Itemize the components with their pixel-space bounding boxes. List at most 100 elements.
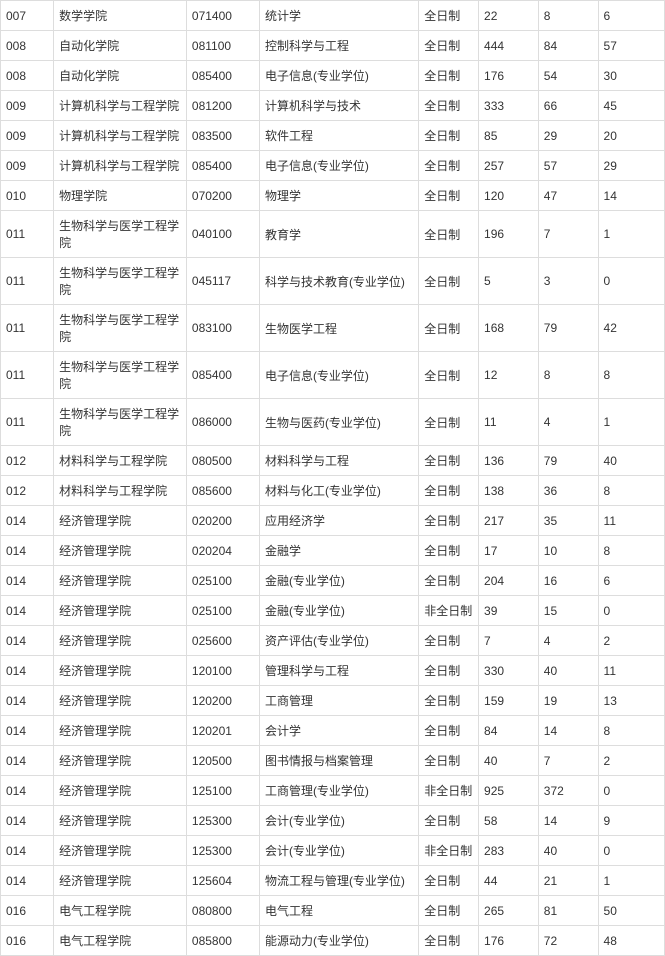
cell-n2: 14 bbox=[538, 716, 598, 746]
table-row: 008自动化学院085400电子信息(专业学位)全日制1765430 bbox=[1, 61, 665, 91]
cell-code: 014 bbox=[1, 626, 54, 656]
cell-n3: 8 bbox=[598, 352, 664, 399]
cell-major: 金融(专业学位) bbox=[259, 596, 418, 626]
cell-school: 经济管理学院 bbox=[54, 866, 187, 896]
cell-n3: 29 bbox=[598, 151, 664, 181]
cell-n2: 3 bbox=[538, 258, 598, 305]
table-row: 014经济管理学院020204金融学全日制17108 bbox=[1, 536, 665, 566]
cell-code: 014 bbox=[1, 566, 54, 596]
cell-n3: 30 bbox=[598, 61, 664, 91]
cell-n1: 12 bbox=[479, 352, 539, 399]
cell-code: 014 bbox=[1, 506, 54, 536]
cell-major: 应用经济学 bbox=[259, 506, 418, 536]
cell-n2: 79 bbox=[538, 446, 598, 476]
cell-n2: 57 bbox=[538, 151, 598, 181]
cell-n1: 85 bbox=[479, 121, 539, 151]
cell-mode: 非全日制 bbox=[419, 776, 479, 806]
cell-n2: 66 bbox=[538, 91, 598, 121]
cell-mode: 全日制 bbox=[419, 211, 479, 258]
cell-major: 物理学 bbox=[259, 181, 418, 211]
cell-mode: 全日制 bbox=[419, 31, 479, 61]
cell-n3: 1 bbox=[598, 211, 664, 258]
cell-school: 自动化学院 bbox=[54, 31, 187, 61]
cell-major: 会计(专业学位) bbox=[259, 806, 418, 836]
cell-mode: 全日制 bbox=[419, 446, 479, 476]
cell-n3: 8 bbox=[598, 536, 664, 566]
table-row: 014经济管理学院025100金融(专业学位)全日制204166 bbox=[1, 566, 665, 596]
cell-major: 金融学 bbox=[259, 536, 418, 566]
table-row: 011生物科学与医学工程学院085400电子信息(专业学位)全日制1288 bbox=[1, 352, 665, 399]
cell-school: 计算机科学与工程学院 bbox=[54, 121, 187, 151]
admissions-table: 007数学学院071400统计学全日制2286008自动化学院081100控制科… bbox=[0, 0, 665, 956]
cell-mode: 全日制 bbox=[419, 746, 479, 776]
cell-school: 经济管理学院 bbox=[54, 596, 187, 626]
cell-major-code: 086000 bbox=[186, 399, 259, 446]
table-row: 012材料科学与工程学院085600材料与化工(专业学位)全日制138368 bbox=[1, 476, 665, 506]
cell-major-code: 081200 bbox=[186, 91, 259, 121]
cell-school: 经济管理学院 bbox=[54, 656, 187, 686]
table-body: 007数学学院071400统计学全日制2286008自动化学院081100控制科… bbox=[1, 1, 665, 956]
table-row: 014经济管理学院025100金融(专业学位)非全日制39150 bbox=[1, 596, 665, 626]
cell-n1: 159 bbox=[479, 686, 539, 716]
table-row: 014经济管理学院125100工商管理(专业学位)非全日制9253720 bbox=[1, 776, 665, 806]
cell-major: 能源动力(专业学位) bbox=[259, 926, 418, 956]
cell-school: 经济管理学院 bbox=[54, 806, 187, 836]
cell-code: 011 bbox=[1, 399, 54, 446]
cell-n1: 44 bbox=[479, 866, 539, 896]
table-row: 014经济管理学院125604物流工程与管理(专业学位)全日制44211 bbox=[1, 866, 665, 896]
cell-n2: 36 bbox=[538, 476, 598, 506]
cell-school: 经济管理学院 bbox=[54, 746, 187, 776]
cell-mode: 全日制 bbox=[419, 91, 479, 121]
cell-major: 材料与化工(专业学位) bbox=[259, 476, 418, 506]
cell-n3: 0 bbox=[598, 596, 664, 626]
cell-major: 工商管理(专业学位) bbox=[259, 776, 418, 806]
cell-n2: 15 bbox=[538, 596, 598, 626]
cell-n2: 372 bbox=[538, 776, 598, 806]
cell-code: 008 bbox=[1, 61, 54, 91]
cell-major-code: 025600 bbox=[186, 626, 259, 656]
cell-major: 图书情报与档案管理 bbox=[259, 746, 418, 776]
cell-mode: 全日制 bbox=[419, 352, 479, 399]
cell-major: 管理科学与工程 bbox=[259, 656, 418, 686]
cell-school: 数学学院 bbox=[54, 1, 187, 31]
cell-school: 电气工程学院 bbox=[54, 896, 187, 926]
table-row: 014经济管理学院025600资产评估(专业学位)全日制742 bbox=[1, 626, 665, 656]
table-row: 014经济管理学院120500图书情报与档案管理全日制4072 bbox=[1, 746, 665, 776]
table-row: 009计算机科学与工程学院085400电子信息(专业学位)全日制2575729 bbox=[1, 151, 665, 181]
cell-code: 014 bbox=[1, 596, 54, 626]
cell-n1: 330 bbox=[479, 656, 539, 686]
cell-n1: 444 bbox=[479, 31, 539, 61]
table-row: 014经济管理学院120200工商管理全日制1591913 bbox=[1, 686, 665, 716]
cell-code: 014 bbox=[1, 866, 54, 896]
cell-mode: 全日制 bbox=[419, 896, 479, 926]
cell-school: 生物科学与医学工程学院 bbox=[54, 305, 187, 352]
cell-major: 会计(专业学位) bbox=[259, 836, 418, 866]
cell-mode: 全日制 bbox=[419, 506, 479, 536]
cell-school: 经济管理学院 bbox=[54, 536, 187, 566]
cell-code: 007 bbox=[1, 1, 54, 31]
cell-n1: 84 bbox=[479, 716, 539, 746]
table-row: 014经济管理学院125300会计(专业学位)非全日制283400 bbox=[1, 836, 665, 866]
cell-school: 经济管理学院 bbox=[54, 626, 187, 656]
cell-major: 计算机科学与技术 bbox=[259, 91, 418, 121]
table-row: 012材料科学与工程学院080500材料科学与工程全日制1367940 bbox=[1, 446, 665, 476]
cell-n3: 0 bbox=[598, 258, 664, 305]
cell-mode: 全日制 bbox=[419, 626, 479, 656]
cell-n2: 8 bbox=[538, 1, 598, 31]
cell-n1: 176 bbox=[479, 61, 539, 91]
cell-major: 电子信息(专业学位) bbox=[259, 61, 418, 91]
cell-n2: 10 bbox=[538, 536, 598, 566]
cell-mode: 全日制 bbox=[419, 258, 479, 305]
cell-school: 材料科学与工程学院 bbox=[54, 446, 187, 476]
cell-n1: 11 bbox=[479, 399, 539, 446]
cell-major-code: 040100 bbox=[186, 211, 259, 258]
cell-code: 009 bbox=[1, 121, 54, 151]
cell-code: 012 bbox=[1, 446, 54, 476]
cell-school: 生物科学与医学工程学院 bbox=[54, 258, 187, 305]
cell-school: 经济管理学院 bbox=[54, 776, 187, 806]
cell-n1: 120 bbox=[479, 181, 539, 211]
table-row: 011生物科学与医学工程学院086000生物与医药(专业学位)全日制1141 bbox=[1, 399, 665, 446]
cell-n1: 168 bbox=[479, 305, 539, 352]
table-row: 011生物科学与医学工程学院083100生物医学工程全日制1687942 bbox=[1, 305, 665, 352]
cell-major: 会计学 bbox=[259, 716, 418, 746]
